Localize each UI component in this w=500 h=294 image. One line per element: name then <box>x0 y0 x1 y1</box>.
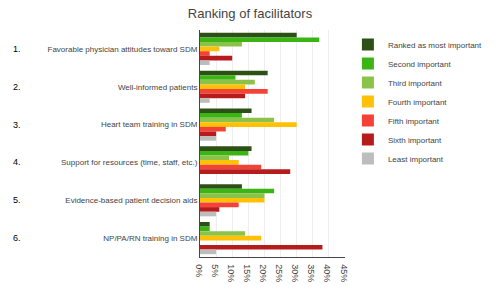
svg-text:4.: 4. <box>13 157 21 167</box>
svg-text:6.: 6. <box>13 233 21 243</box>
svg-text:Ranking of facilitators: Ranking of facilitators <box>188 6 313 21</box>
svg-text:NP/PA/RN training in SDM: NP/PA/RN training in SDM <box>103 234 197 243</box>
svg-text:Third important: Third important <box>388 79 443 88</box>
svg-text:35%: 35% <box>306 264 316 282</box>
svg-text:1.: 1. <box>13 44 21 54</box>
svg-text:Well-informed patients: Well-informed patients <box>118 83 197 92</box>
svg-text:2.: 2. <box>13 82 21 92</box>
svg-text:0%: 0% <box>194 264 204 277</box>
svg-text:Fourth important: Fourth important <box>388 98 447 107</box>
svg-text:Ranked as most important: Ranked as most important <box>388 41 482 50</box>
svg-text:30%: 30% <box>290 264 300 282</box>
svg-text:45%: 45% <box>339 264 349 282</box>
svg-text:Least important: Least important <box>388 155 444 164</box>
svg-text:5.: 5. <box>13 195 21 205</box>
svg-text:Evidence-based patient decisio: Evidence-based patient decision aids <box>65 196 197 205</box>
svg-text:25%: 25% <box>274 264 284 282</box>
svg-text:Fifth important: Fifth important <box>388 117 440 126</box>
svg-text:Support for resources (time, s: Support for resources (time, staff, etc.… <box>61 158 198 167</box>
svg-text:Second important: Second important <box>388 60 451 69</box>
svg-text:40%: 40% <box>322 264 332 282</box>
svg-text:Heart team training in SDM: Heart team training in SDM <box>101 120 198 129</box>
svg-text:15%: 15% <box>242 264 252 282</box>
svg-text:3.: 3. <box>13 120 21 130</box>
svg-text:10%: 10% <box>226 264 236 282</box>
svg-text:Favorable physician attitudes: Favorable physician attitudes toward SDM <box>48 45 198 54</box>
svg-text:Sixth important: Sixth important <box>388 136 442 145</box>
svg-text:5%: 5% <box>210 264 220 277</box>
svg-text:20%: 20% <box>258 264 268 282</box>
